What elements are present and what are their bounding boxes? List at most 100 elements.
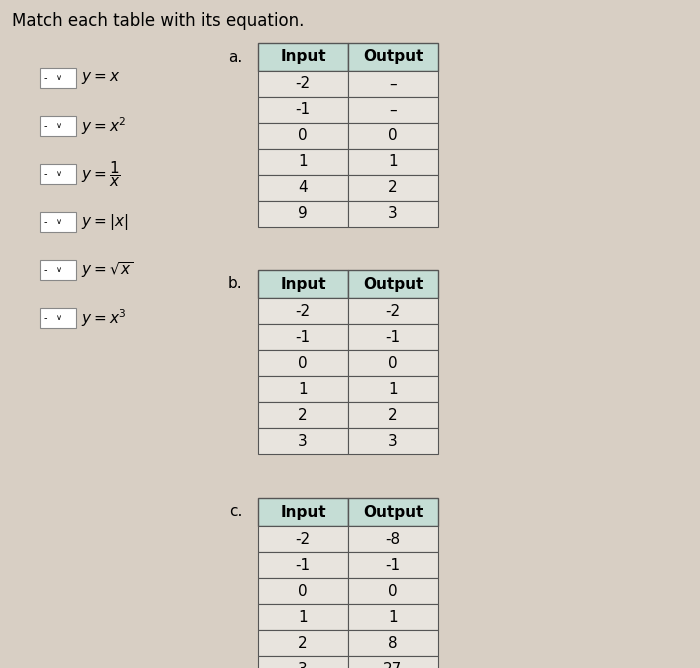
Text: 0: 0 — [298, 584, 308, 599]
Text: -: - — [44, 313, 48, 323]
Bar — [258, 201, 348, 227]
Text: ∨: ∨ — [56, 122, 62, 130]
Bar — [258, 324, 348, 350]
Bar — [258, 97, 348, 123]
Text: 0: 0 — [298, 355, 308, 371]
Bar — [348, 376, 438, 402]
Bar — [348, 498, 438, 526]
Bar — [258, 552, 348, 578]
Text: 2: 2 — [389, 180, 398, 196]
Text: Input: Input — [280, 277, 326, 291]
Text: -1: -1 — [386, 558, 400, 572]
Text: 8: 8 — [389, 635, 398, 651]
Text: a.: a. — [228, 49, 242, 65]
Bar — [40, 260, 76, 280]
Bar — [348, 526, 438, 552]
Text: ∨: ∨ — [56, 313, 62, 323]
Text: -: - — [44, 169, 48, 179]
Bar — [258, 350, 348, 376]
Text: 0: 0 — [298, 128, 308, 144]
Text: 1: 1 — [298, 154, 308, 170]
Bar — [348, 270, 438, 298]
Bar — [348, 578, 438, 604]
Bar — [348, 402, 438, 428]
Bar — [348, 71, 438, 97]
Text: 3: 3 — [298, 434, 308, 448]
Text: b.: b. — [228, 277, 242, 291]
Text: $y = \dfrac{1}{x}$: $y = \dfrac{1}{x}$ — [81, 159, 121, 189]
Bar — [258, 498, 348, 526]
Text: ∨: ∨ — [56, 218, 62, 226]
Text: -1: -1 — [295, 558, 311, 572]
Text: 2: 2 — [389, 407, 398, 422]
Bar — [258, 578, 348, 604]
Bar — [258, 71, 348, 97]
Text: Match each table with its equation.: Match each table with its equation. — [12, 12, 304, 30]
Text: 0: 0 — [389, 355, 398, 371]
Text: -1: -1 — [295, 329, 311, 345]
Text: 1: 1 — [389, 381, 398, 397]
Text: -1: -1 — [386, 329, 400, 345]
Bar — [258, 656, 348, 668]
Text: 2: 2 — [298, 407, 308, 422]
Text: -2: -2 — [295, 532, 311, 546]
Text: ∨: ∨ — [56, 73, 62, 83]
Text: 4: 4 — [298, 180, 308, 196]
Text: 9: 9 — [298, 206, 308, 222]
Bar — [258, 175, 348, 201]
Bar — [40, 116, 76, 136]
Bar — [40, 308, 76, 328]
Bar — [348, 552, 438, 578]
Text: 3: 3 — [388, 206, 398, 222]
Text: –: – — [389, 102, 397, 118]
Bar — [348, 350, 438, 376]
Bar — [258, 402, 348, 428]
Text: $y = x^2$: $y = x^2$ — [81, 115, 127, 137]
Text: 0: 0 — [389, 128, 398, 144]
Text: 3: 3 — [388, 434, 398, 448]
Text: -: - — [44, 121, 48, 131]
Bar — [258, 428, 348, 454]
Text: 0: 0 — [389, 584, 398, 599]
Text: $y = x$: $y = x$ — [81, 70, 120, 86]
Bar — [348, 123, 438, 149]
Bar — [258, 604, 348, 630]
Text: -: - — [44, 217, 48, 227]
Bar — [258, 526, 348, 552]
Bar — [348, 324, 438, 350]
Bar — [348, 428, 438, 454]
Text: $y = \sqrt{x}$: $y = \sqrt{x}$ — [81, 260, 134, 280]
Bar — [348, 656, 438, 668]
Bar — [258, 630, 348, 656]
Text: -: - — [44, 73, 48, 83]
Text: 1: 1 — [389, 609, 398, 625]
Bar — [258, 43, 348, 71]
Bar — [258, 149, 348, 175]
Bar — [40, 68, 76, 88]
Bar — [348, 604, 438, 630]
Text: ∨: ∨ — [56, 170, 62, 178]
Text: -2: -2 — [295, 303, 311, 319]
Text: $y = x^3$: $y = x^3$ — [81, 307, 127, 329]
Bar — [348, 298, 438, 324]
Bar — [40, 164, 76, 184]
Text: $y = |x|$: $y = |x|$ — [81, 212, 128, 232]
Bar — [258, 123, 348, 149]
Bar — [348, 97, 438, 123]
Bar — [348, 175, 438, 201]
Bar — [258, 270, 348, 298]
Text: -2: -2 — [295, 77, 311, 92]
Bar — [348, 630, 438, 656]
Bar — [258, 298, 348, 324]
Text: Input: Input — [280, 49, 326, 65]
Text: Output: Output — [363, 504, 424, 520]
Bar — [348, 149, 438, 175]
Text: ∨: ∨ — [56, 265, 62, 275]
Text: c.: c. — [229, 504, 242, 520]
Text: Output: Output — [363, 49, 424, 65]
Text: 2: 2 — [298, 635, 308, 651]
Text: –: – — [389, 77, 397, 92]
Bar — [348, 201, 438, 227]
Text: 1: 1 — [298, 609, 308, 625]
Text: 3: 3 — [298, 661, 308, 668]
